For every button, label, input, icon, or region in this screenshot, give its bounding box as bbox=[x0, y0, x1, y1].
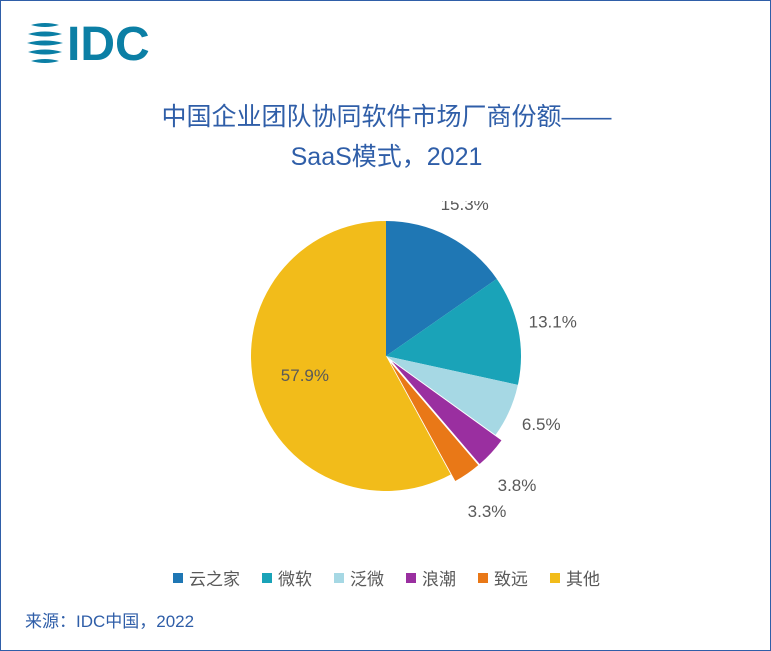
legend-item: 致远 bbox=[478, 565, 528, 590]
legend-swatch bbox=[334, 573, 344, 583]
title-line-1: 中国企业团队协同软件市场厂商份额—— bbox=[1, 97, 771, 137]
legend-swatch bbox=[173, 573, 183, 583]
chart-legend: 云之家 微软 泛微 浪潮 致远 其他 bbox=[1, 565, 771, 590]
legend-swatch bbox=[550, 573, 560, 583]
legend-item: 泛微 bbox=[334, 565, 384, 590]
legend-item: 其他 bbox=[550, 565, 600, 590]
legend-item: 微软 bbox=[262, 565, 312, 590]
slice-label: 57.9% bbox=[281, 366, 329, 385]
legend-label: 其他 bbox=[566, 565, 600, 590]
chart-frame: IDC 中国企业团队协同软件市场厂商份额—— SaaS模式，2021 15.3%… bbox=[0, 0, 771, 651]
legend-swatch bbox=[262, 573, 272, 583]
legend-swatch bbox=[478, 573, 488, 583]
slice-label: 15.3% bbox=[441, 201, 489, 214]
slice-label: 6.5% bbox=[522, 415, 561, 434]
slice-label: 3.3% bbox=[468, 502, 507, 521]
legend-swatch bbox=[406, 573, 416, 583]
legend-label: 致远 bbox=[494, 565, 528, 590]
slice-label: 13.1% bbox=[529, 312, 577, 331]
legend-label: 泛微 bbox=[350, 565, 384, 590]
globe-icon bbox=[27, 23, 63, 63]
source-text: 来源：IDC中国，2022 bbox=[25, 607, 194, 632]
title-line-2: SaaS模式，2021 bbox=[1, 137, 771, 177]
chart-title: 中国企业团队协同软件市场厂商份额—— SaaS模式，2021 bbox=[1, 97, 771, 177]
legend-label: 微软 bbox=[278, 565, 312, 590]
idc-logo: IDC bbox=[25, 15, 165, 76]
legend-label: 浪潮 bbox=[422, 565, 456, 590]
slice-label: 3.8% bbox=[498, 476, 537, 495]
legend-item: 浪潮 bbox=[406, 565, 456, 590]
idc-logo-text: IDC bbox=[67, 18, 150, 71]
legend-label: 云之家 bbox=[189, 565, 240, 590]
legend-item: 云之家 bbox=[173, 565, 240, 590]
pie-chart: 15.3% 13.1% 6.5% 3.8% 3.3% 57.9% bbox=[1, 201, 771, 546]
